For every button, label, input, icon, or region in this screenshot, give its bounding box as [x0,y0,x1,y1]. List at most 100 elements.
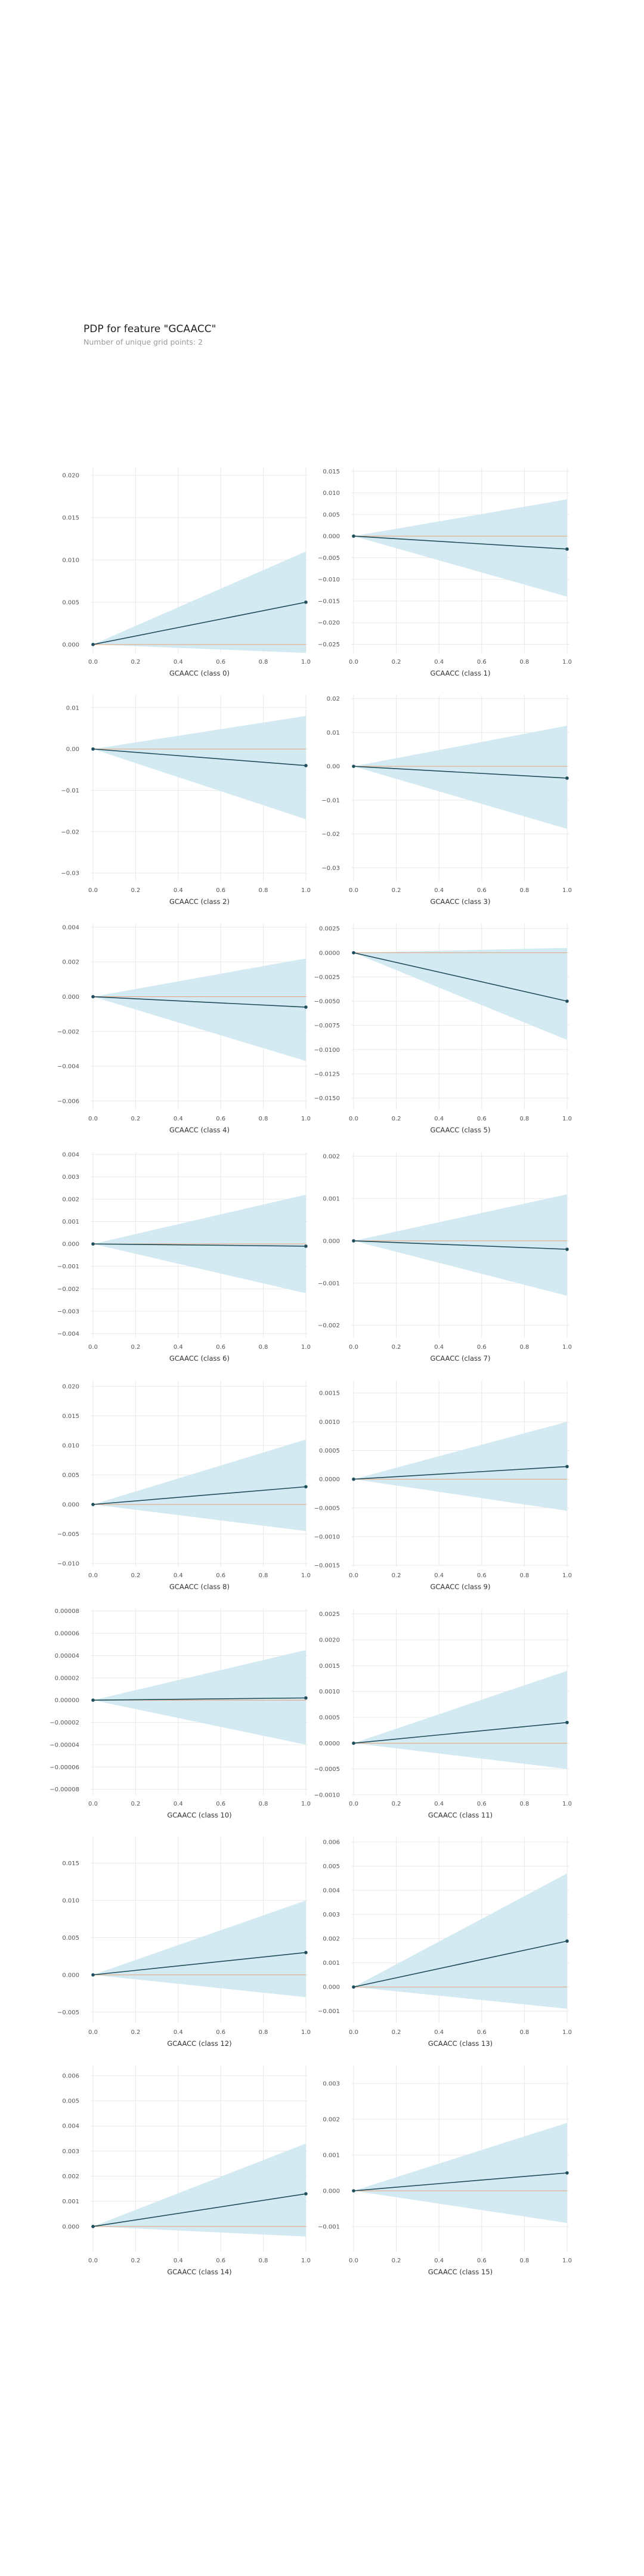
x-tick-label: 1.0 [301,2029,311,2036]
x-tick-label: 0.0 [88,887,98,894]
confidence-band [354,2123,567,2223]
y-tick-label: 0.000 [62,1502,79,1509]
x-tick-label: 0.4 [174,2029,183,2036]
pdp-point [304,1696,308,1700]
x-tick-label: 1.0 [301,1801,311,1807]
y-tick-label: 0.000 [62,1241,79,1248]
y-tick-label: −0.0010 [314,1534,340,1540]
confidence-band [354,1671,567,1769]
y-tick-label: 0.020 [62,1383,79,1390]
x-tick-label: 0.8 [259,1572,268,1579]
x-tick-label: 0.2 [131,2258,140,2264]
y-tick-label: 0.00 [327,764,340,770]
x-tick-label: 0.0 [349,2029,358,2036]
pdp-point [565,547,569,551]
x-axis-label: GCAACC (class 9) [430,1583,490,1591]
confidence-band [354,1422,567,1511]
x-tick-label: 0.6 [216,2258,225,2264]
x-tick-label: 0.8 [259,2029,268,2036]
x-tick-label: 0.0 [88,659,98,665]
x-tick-label: 0.4 [174,659,183,665]
x-tick-label: 0.0 [349,1116,358,1122]
y-tick-label: −0.0005 [314,1505,340,1512]
confidence-band [93,716,306,819]
x-tick-label: 1.0 [301,659,311,665]
pdp-point [91,1973,95,1977]
x-tick-label: 0.6 [477,887,487,894]
x-tick-label: 0.4 [174,1116,183,1122]
subplot-13: 0.0 0.2 0.4 0.6 0.8 1.0 0.006 0.005 0.004 0.003 0.… [318,1837,572,2048]
x-axis-label: GCAACC (class 10) [167,1811,231,1819]
pdp-point [565,999,569,1003]
subplot-11: 0.0 0.2 0.4 0.6 0.8 1.0 0.0025 0.0020 0.0015 0.00… [314,1609,572,1819]
y-tick-label: 0.004 [62,2123,79,2130]
y-tick-label: 0.000 [323,2188,340,2195]
y-tick-label: 0.00008 [55,1608,79,1615]
y-tick-label: 0.001 [323,1196,340,1203]
x-tick-label: 0.4 [174,1801,183,1807]
x-tick-label: 0.2 [392,1801,401,1807]
x-tick-label: 0.8 [519,887,529,894]
x-axis-label: GCAACC (class 0) [169,669,230,677]
pdp-point [352,1477,355,1481]
x-tick-label: 0.0 [88,2258,98,2264]
y-tick-label: 0.010 [62,558,79,564]
y-tick-label: −0.005 [57,1531,79,1538]
pdp-point [304,1485,308,1489]
y-tick-label: 0.00002 [55,1675,79,1682]
pdp-point [565,1247,569,1251]
pdp-point [91,995,95,999]
x-axis-label: GCAACC (class 12) [167,2039,231,2048]
y-tick-label: 0.010 [62,1442,79,1449]
y-tick-label: −0.025 [318,642,340,648]
confidence-band [354,948,567,1040]
x-tick-label: 0.8 [519,659,529,665]
y-tick-label: 0.005 [323,512,340,518]
pdp-point [565,1720,569,1724]
x-tick-label: 0.0 [88,2029,98,2036]
pdp-point [565,776,569,780]
y-tick-label: −0.002 [57,1286,79,1293]
y-tick-label: 0.005 [62,1935,79,1942]
pdp-point [91,643,95,646]
subplot-7: 0.0 0.2 0.4 0.6 0.8 1.0 0.002 0.001 0.000 −0.001 −… [318,1152,572,1363]
pdp-line [92,1243,306,1247]
x-tick-label: 1.0 [301,1344,311,1351]
y-tick-label: 0.00006 [55,1631,79,1637]
y-tick-label: 0.003 [62,1174,79,1181]
x-tick-label: 0.2 [392,1344,401,1351]
y-tick-label: −0.0010 [314,1792,340,1799]
y-tick-label: −0.03 [61,871,79,877]
subplot-9: 0.0 0.2 0.4 0.6 0.8 1.0 0.0015 0.0010 0.0005 0.00… [314,1380,572,1591]
subplot-12: 0.0 0.2 0.4 0.6 0.8 1.0 0.015 0.010 0.005 0.000 −0… [57,1837,311,2048]
y-tick-label: 0.015 [62,515,79,522]
y-tick-label: 0.004 [62,924,79,931]
y-tick-label: 0.002 [62,959,79,966]
y-tick-label: 0.001 [62,2199,79,2205]
x-tick-label: 1.0 [301,1572,311,1579]
pdp-point [91,1503,95,1506]
subplot-3: 0.0 0.2 0.4 0.6 0.8 1.0 0.02 0.01 0.00 −0.01 −0.02… [321,695,572,906]
y-tick-label: 0.000 [323,1238,340,1244]
x-tick-label: 0.0 [349,1572,358,1579]
confidence-band [93,551,306,653]
x-tick-label: 0.8 [259,1344,268,1351]
x-tick-label: 0.6 [216,1344,225,1351]
y-tick-label: −0.00002 [49,1720,79,1726]
y-tick-label: 0.004 [323,1888,340,1894]
x-axis-label: GCAACC (class 7) [430,1354,490,1363]
x-tick-label: 0.4 [174,1344,183,1351]
x-tick-label: 0.4 [174,887,183,894]
x-tick-label: 0.4 [434,1572,444,1579]
y-tick-label: 0.00004 [55,1653,79,1659]
chart-subtitle: Number of unique grid points: 2 [83,338,203,346]
x-tick-label: 0.4 [434,2258,444,2264]
y-tick-label: 0.000 [323,1984,340,1991]
y-tick-label: −0.010 [57,1561,79,1568]
y-tick-label: 0.0010 [319,1419,340,1426]
x-tick-label: 0.0 [88,1344,98,1351]
pdp-point [352,764,355,768]
x-tick-label: 0.2 [392,887,401,894]
y-tick-label: 0.001 [323,2153,340,2159]
y-tick-label: −0.005 [57,2010,79,2016]
